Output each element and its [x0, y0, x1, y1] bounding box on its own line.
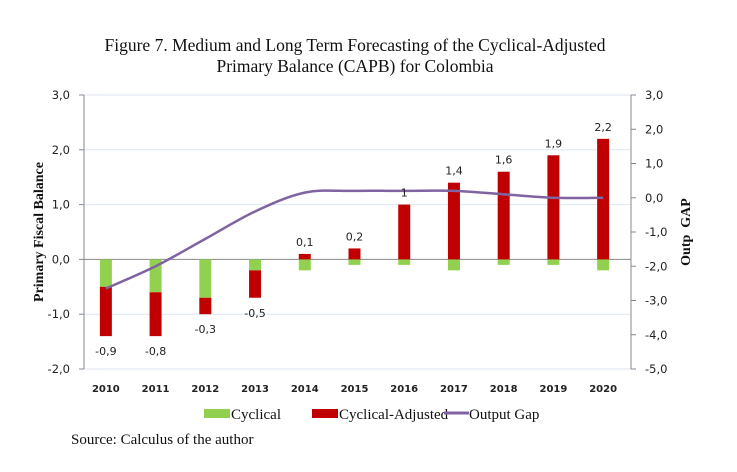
bar-cyclical-adjusted — [497, 171, 510, 260]
output-gap-line-group — [105, 189, 604, 290]
data-label-cyclical-adjusted: 1,4 — [445, 165, 463, 178]
y2-tick-label: 3,0 — [645, 88, 663, 102]
output-gap-line — [105, 189, 604, 290]
data-label-cyclical-adjusted: -0,9 — [95, 345, 116, 358]
x-tick-label: 2015 — [341, 384, 369, 395]
y2-tick-label: -2,0 — [645, 259, 667, 273]
y2-tick-label: 2,0 — [645, 122, 663, 136]
data-label-cyclical-adjusted: 0,1 — [296, 236, 314, 249]
y-tick-label: -2,0 — [48, 362, 70, 376]
legend-label-output-gap: Output Gap — [469, 407, 539, 423]
bar-cyclical — [597, 259, 610, 271]
y-tick-label: 2,0 — [52, 143, 70, 157]
data-label-cyclical-adjusted: 1 — [401, 187, 408, 200]
gridlines — [84, 94, 631, 370]
bar-cyclical-adjusted — [298, 253, 311, 260]
y2-tick-label: -3,0 — [645, 294, 667, 308]
x-tick-label: 2014 — [291, 384, 319, 395]
bar-cyclical-adjusted — [398, 204, 411, 260]
bar-cyclical — [99, 259, 112, 287]
y2-tick-label: 1,0 — [645, 157, 663, 171]
chart-title-line1: Figure 7. Medium and Long Term Forecasti… — [104, 35, 606, 55]
legend-label-cyclical: Cyclical — [231, 407, 281, 423]
y2-tick-label: -5,0 — [645, 362, 667, 376]
legend-swatch-cyclical — [204, 409, 230, 418]
bar-cyclical-adjusted — [547, 155, 560, 260]
bars — [99, 138, 610, 337]
data-label-cyclical-adjusted: -0,5 — [244, 307, 265, 320]
axes: 3,0 2,0 1,0 0,0 -1,0 -2,0 3,0 2,0 1,0 0,0 -1,0 -2,0… — [48, 88, 668, 395]
data-label-cyclical-adjusted: 1,6 — [495, 154, 513, 167]
y2-axis-label: Outp GAP — [679, 198, 694, 266]
y-tick-label: -1,0 — [48, 307, 70, 321]
y2-tick-label: -1,0 — [645, 225, 667, 239]
y2-tick-label: 0,0 — [645, 191, 663, 205]
bar-cyclical — [348, 259, 361, 265]
y-tick-label: 1,0 — [52, 198, 70, 212]
data-label-cyclical-adjusted: 0,2 — [346, 230, 364, 243]
legend-swatch-cyclical-adjusted — [312, 409, 338, 418]
legend-label-cyclical-adjusted: Cyclical-Adjusted — [339, 407, 449, 423]
y-axis-label: Primary Fiscal Balance — [32, 162, 47, 302]
x-tick-label: 2010 — [92, 384, 120, 395]
bar-cyclical-adjusted — [199, 297, 212, 315]
bar-cyclical — [497, 259, 510, 265]
x-tick-label: 2017 — [440, 384, 468, 395]
source-note: Source: Calculus of the author — [71, 432, 254, 448]
data-label-cyclical-adjusted: -0,3 — [195, 323, 216, 336]
bar-cyclical-adjusted — [348, 248, 361, 260]
x-tick-label: 2016 — [390, 384, 418, 395]
bar-cyclical-adjusted — [597, 138, 610, 260]
legend: Cyclical Cyclical-Adjusted Output Gap — [204, 407, 539, 423]
bar-cyclical — [298, 259, 311, 271]
x-tick-label: 2019 — [539, 384, 567, 395]
x-tick-label: 2020 — [589, 384, 617, 395]
data-labels: -0,9 -0,8 -0,3 -0,5 0,1 0,2 1 1,4 1,6 1,9 2,2 — [95, 121, 612, 358]
data-label-cyclical-adjusted: 2,2 — [594, 121, 612, 134]
data-label-cyclical-adjusted: 1,9 — [545, 137, 563, 150]
y-tick-label: 0,0 — [52, 252, 70, 266]
bar-cyclical — [199, 259, 212, 298]
x-tick-label: 2018 — [490, 384, 518, 395]
chart-title-line2: Primary Balance (CAPB) for Colombia — [216, 56, 494, 76]
x-tick-label: 2011 — [142, 384, 170, 395]
bar-cyclical — [447, 259, 460, 271]
y2-tick-label: -4,0 — [645, 328, 667, 342]
x-tick-label: 2013 — [241, 384, 269, 395]
bar-cyclical-adjusted — [447, 182, 460, 260]
bar-cyclical-adjusted — [249, 270, 262, 298]
bar-cyclical — [547, 259, 560, 265]
chart-title: Figure 7. Medium and Long Term Forecasti… — [0, 35, 710, 77]
bar-cyclical-adjusted — [99, 286, 112, 337]
x-tick-label: 2012 — [191, 384, 219, 395]
bar-cyclical — [249, 259, 262, 271]
bar-cyclical-adjusted — [149, 292, 162, 337]
y-tick-label: 3,0 — [52, 88, 70, 102]
bar-cyclical — [398, 259, 411, 265]
data-label-cyclical-adjusted: -0,8 — [145, 345, 166, 358]
